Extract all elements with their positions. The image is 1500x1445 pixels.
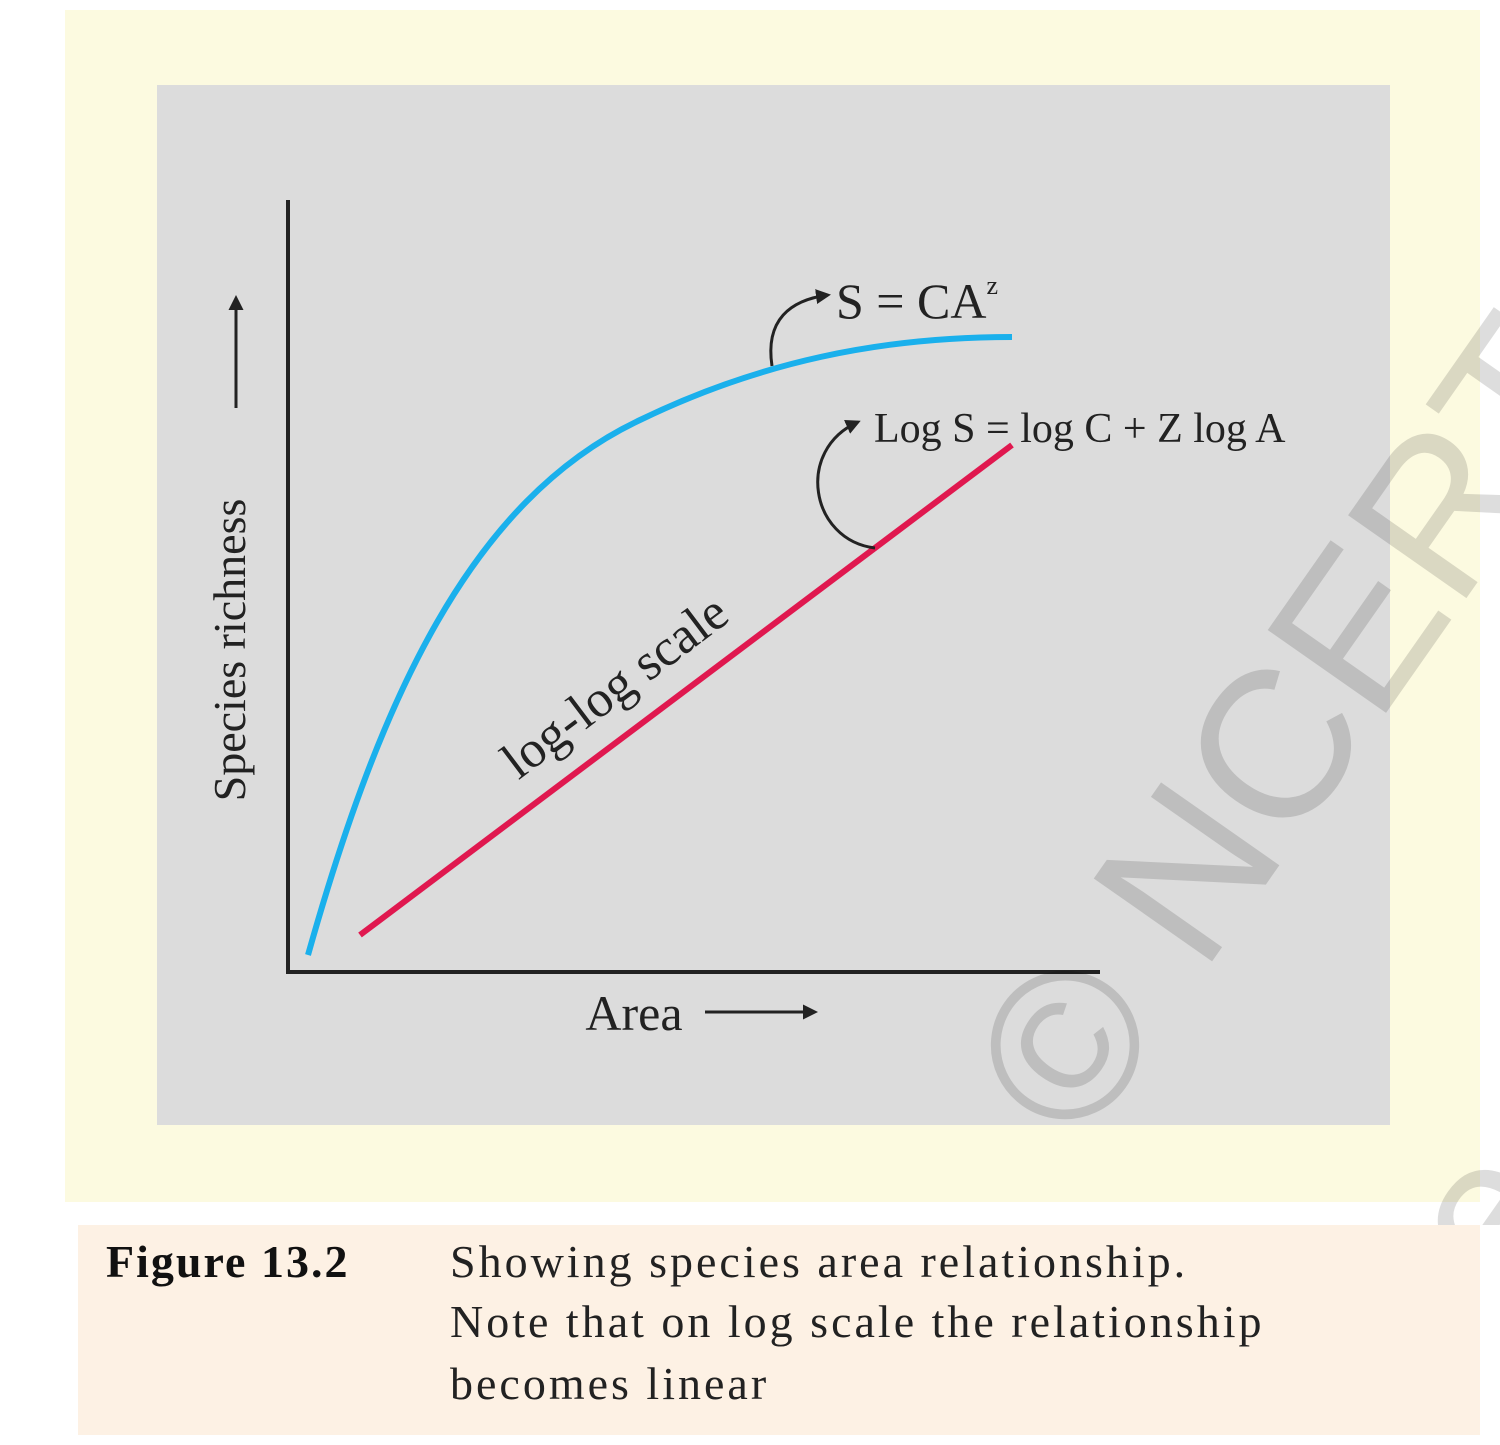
caption-line: Note that on log scale the relationship [450, 1296, 1265, 1347]
y-axis-label: Species richness [204, 499, 255, 802]
figure: Species richness Area S = CAz Log S = lo… [65, 10, 1500, 1225]
line-pointer [816, 420, 876, 550]
x-axis-label: Area [585, 985, 682, 1041]
equation-base: S = CA [836, 273, 986, 329]
caption-line: becomes linear [450, 1358, 770, 1409]
line-equation: Log S = log C + Z log A [874, 406, 1286, 452]
equation-superscript: z [986, 271, 998, 300]
caption-label: Figure 13.2 [106, 1236, 350, 1287]
plot-panel [157, 85, 1390, 1125]
curve-equation: S = CAz [836, 271, 998, 329]
caption: Figure 13.2 Showing species area relatio… [78, 1225, 1480, 1435]
curve-pointer [769, 289, 831, 367]
power-curve [305, 334, 1013, 956]
caption-line: Showing species area relationship. [450, 1236, 1189, 1287]
log-line [358, 442, 1014, 938]
